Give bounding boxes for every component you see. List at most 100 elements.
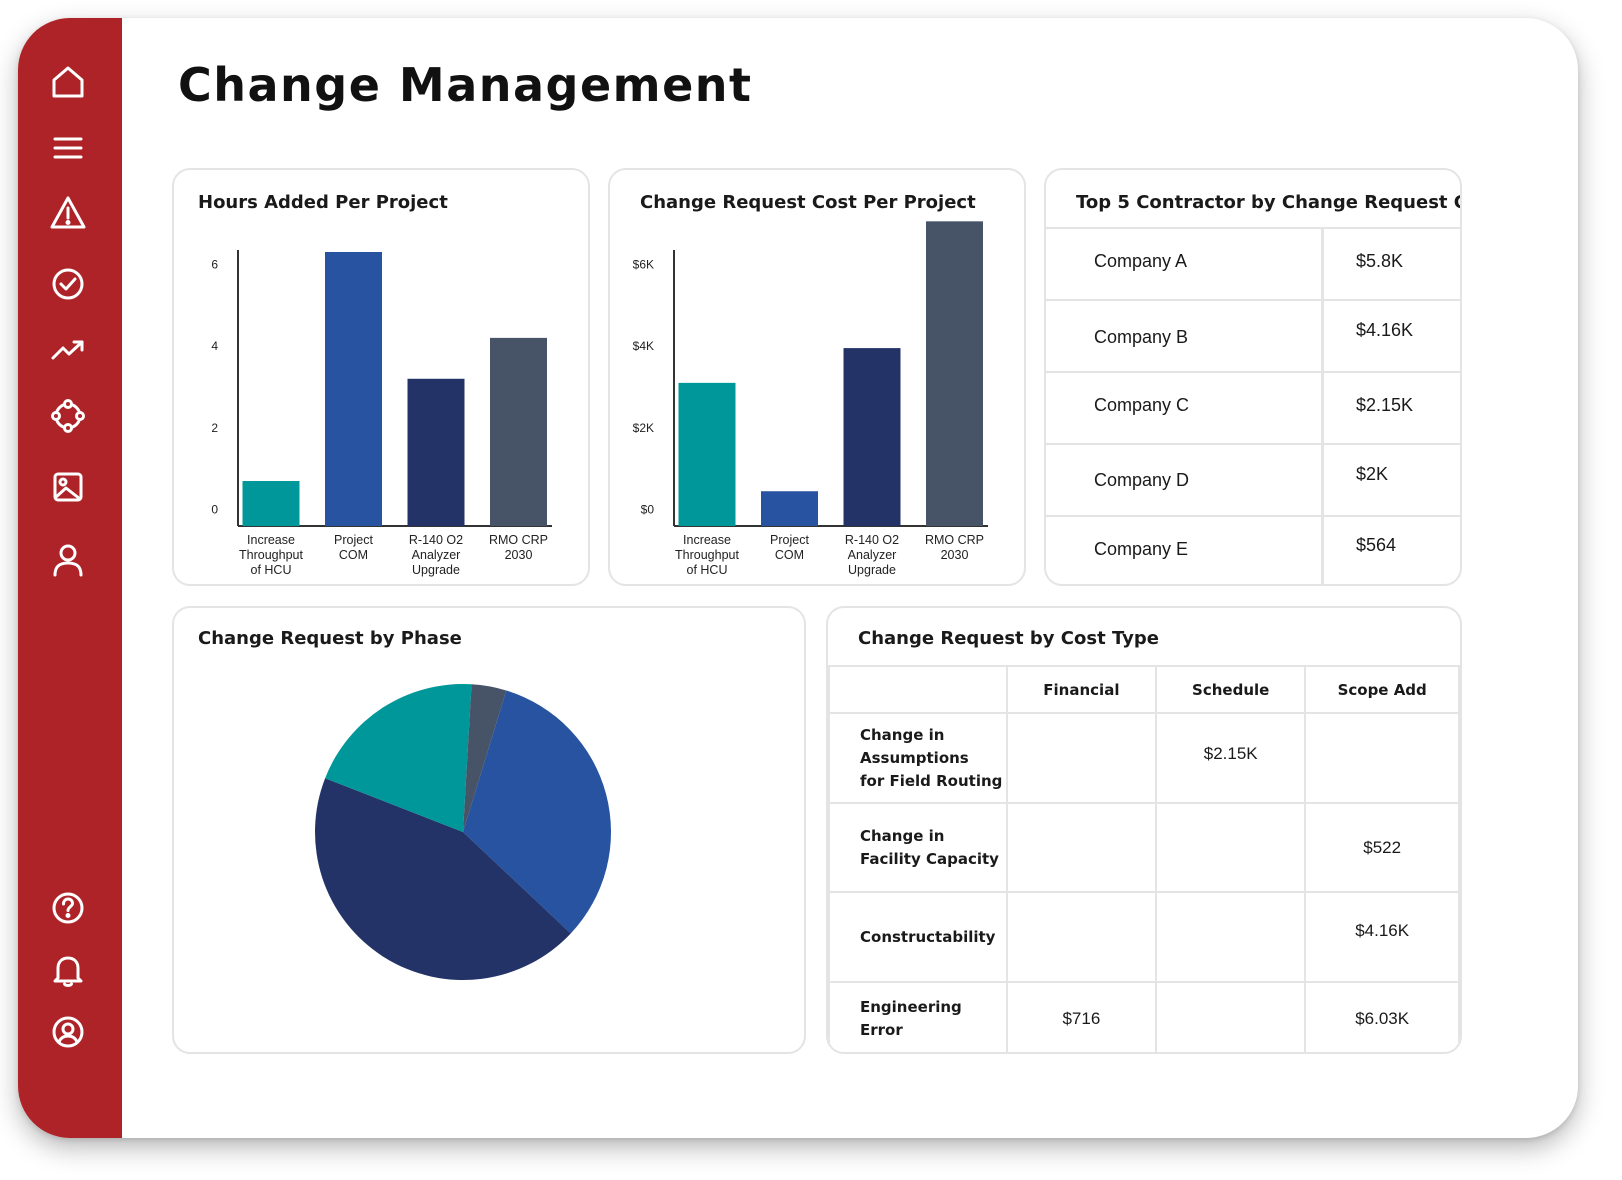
x-tick-label: R-140 O2 bbox=[409, 533, 463, 547]
financial-cell bbox=[1005, 891, 1158, 983]
y-tick-label: 6 bbox=[211, 257, 218, 271]
contractor-name: Company A bbox=[1094, 251, 1188, 271]
x-tick-label: Throughput bbox=[675, 548, 739, 562]
x-tick-label: 2030 bbox=[941, 548, 969, 562]
bar bbox=[843, 348, 901, 526]
contractor-row[interactable]: Company E $564 bbox=[1046, 515, 1460, 584]
menu-icon[interactable] bbox=[48, 128, 88, 168]
bar bbox=[407, 378, 465, 526]
x-tick-label: Analyzer bbox=[412, 548, 461, 562]
column-header-scope-add[interactable]: Scope Add bbox=[1304, 665, 1460, 714]
app-window: Change Management Hours Added Per Projec… bbox=[18, 18, 1578, 1138]
bar bbox=[926, 221, 983, 526]
hours-chart-card: Hours Added Per Project 0 2 4 6 Increase Thro… bbox=[172, 168, 590, 586]
table-row[interactable]: Constructability $4.16K bbox=[828, 891, 1460, 983]
y-tick-label: 4 bbox=[211, 339, 218, 353]
scope-add-cell: $522 bbox=[1304, 802, 1460, 893]
bar bbox=[761, 491, 818, 526]
financial-cell bbox=[1005, 802, 1158, 893]
page-title: Change Management bbox=[178, 58, 753, 112]
cost-type-table: Financial Schedule Scope Add Change in A… bbox=[828, 665, 1460, 1052]
y-tick-label: 0 bbox=[211, 503, 218, 517]
home-icon[interactable] bbox=[48, 62, 88, 102]
x-tick-label: RMO CRP bbox=[925, 533, 984, 547]
column-header-schedule[interactable]: Schedule bbox=[1155, 665, 1307, 714]
contractor-row[interactable]: Company C $2.15K bbox=[1046, 371, 1460, 443]
bar bbox=[242, 481, 300, 526]
table-row[interactable]: Change in Facility Capacity $522 bbox=[828, 802, 1460, 893]
table-row[interactable]: Engineering Error $716 $6.03K bbox=[828, 981, 1460, 1052]
x-tick-label: COM bbox=[775, 548, 804, 562]
contractor-cost: $4.16K bbox=[1356, 320, 1414, 340]
help-icon[interactable] bbox=[48, 888, 88, 928]
schedule-cell bbox=[1155, 981, 1307, 1052]
cost-chart-title: Change Request Cost Per Project bbox=[640, 192, 976, 213]
scope-add-cell: $4.16K bbox=[1304, 891, 1460, 983]
contractor-cost: $564 bbox=[1356, 535, 1397, 555]
schedule-cell: $2.15K bbox=[1155, 712, 1307, 804]
check-circle-icon[interactable] bbox=[48, 264, 88, 304]
bell-icon[interactable] bbox=[48, 950, 88, 990]
x-tick-label: Increase bbox=[683, 533, 731, 547]
scope-add-cell bbox=[1304, 712, 1460, 804]
row-label: Constructability bbox=[828, 891, 1008, 983]
network-icon[interactable] bbox=[48, 396, 88, 436]
contractor-name: Company D bbox=[1094, 470, 1190, 490]
column-header-financial[interactable]: Financial bbox=[1005, 665, 1158, 714]
contractor-cost: $2.15K bbox=[1356, 395, 1414, 415]
table-row[interactable]: Change in Assumptions for Field Routing … bbox=[828, 712, 1460, 804]
table-header-row: Financial Schedule Scope Add bbox=[828, 665, 1460, 714]
cost-type-card: Change Request by Cost Type Financial Sc… bbox=[826, 606, 1462, 1054]
phase-chart-card: Change Request by Phase bbox=[172, 606, 806, 1054]
user-icon[interactable] bbox=[48, 540, 88, 580]
column-divider bbox=[1321, 227, 1324, 584]
contractor-name: Company B bbox=[1094, 327, 1189, 347]
contractor-row[interactable]: Company D $2K bbox=[1046, 443, 1460, 515]
y-tick-label: $0 bbox=[641, 503, 655, 517]
contractor-row[interactable]: Company B $4.16K bbox=[1046, 299, 1460, 371]
scope-add-cell: $6.03K bbox=[1304, 981, 1460, 1052]
top-contractors-title: Top 5 Contractor by Change Request Cost bbox=[1076, 192, 1462, 213]
sidebar bbox=[18, 18, 122, 1138]
pie-slice bbox=[463, 690, 611, 934]
x-tick-label: of HCU bbox=[687, 563, 728, 577]
cost-type-title: Change Request by Cost Type bbox=[858, 628, 1159, 649]
pie-slice bbox=[315, 778, 571, 980]
x-tick-label: COM bbox=[339, 548, 368, 562]
financial-cell bbox=[1005, 712, 1158, 804]
x-tick-label: Throughput bbox=[239, 548, 303, 562]
financial-cell: $716 bbox=[1005, 981, 1158, 1052]
phase-chart-title: Change Request by Phase bbox=[198, 628, 462, 649]
hours-chart-title: Hours Added Per Project bbox=[198, 192, 448, 213]
column-header bbox=[828, 665, 1008, 714]
image-icon[interactable] bbox=[48, 467, 88, 507]
x-tick-label: Upgrade bbox=[848, 563, 896, 577]
x-tick-label: Upgrade bbox=[412, 563, 460, 577]
y-tick-label: 2 bbox=[211, 421, 218, 435]
trending-up-icon[interactable] bbox=[48, 330, 88, 370]
account-icon[interactable] bbox=[48, 1012, 88, 1052]
contractor-cost: $2K bbox=[1356, 464, 1389, 484]
contractor-row[interactable]: Company A $5.8K bbox=[1046, 227, 1460, 299]
bar bbox=[325, 252, 382, 526]
x-tick-label: Project bbox=[770, 533, 809, 547]
cost-chart-card: Change Request Cost Per Project $0 $2K $4K… bbox=[608, 168, 1026, 586]
warning-icon[interactable] bbox=[48, 193, 88, 233]
pie-slice bbox=[325, 684, 472, 832]
row-label: Change in Facility Capacity bbox=[828, 802, 1008, 893]
x-tick-label: of HCU bbox=[251, 563, 292, 577]
x-tick-label: 2030 bbox=[505, 548, 533, 562]
bar bbox=[678, 382, 736, 526]
contractor-cost: $5.8K bbox=[1356, 251, 1404, 271]
x-tick-label: RMO CRP bbox=[489, 533, 548, 547]
schedule-cell bbox=[1155, 891, 1307, 983]
schedule-cell bbox=[1155, 802, 1307, 893]
y-tick-label: $6K bbox=[633, 257, 654, 271]
contractor-name: Company E bbox=[1094, 539, 1189, 559]
x-tick-label: Increase bbox=[247, 533, 295, 547]
row-label: Engineering Error bbox=[828, 981, 1008, 1052]
pie-slice bbox=[463, 684, 507, 832]
bar bbox=[490, 337, 547, 526]
